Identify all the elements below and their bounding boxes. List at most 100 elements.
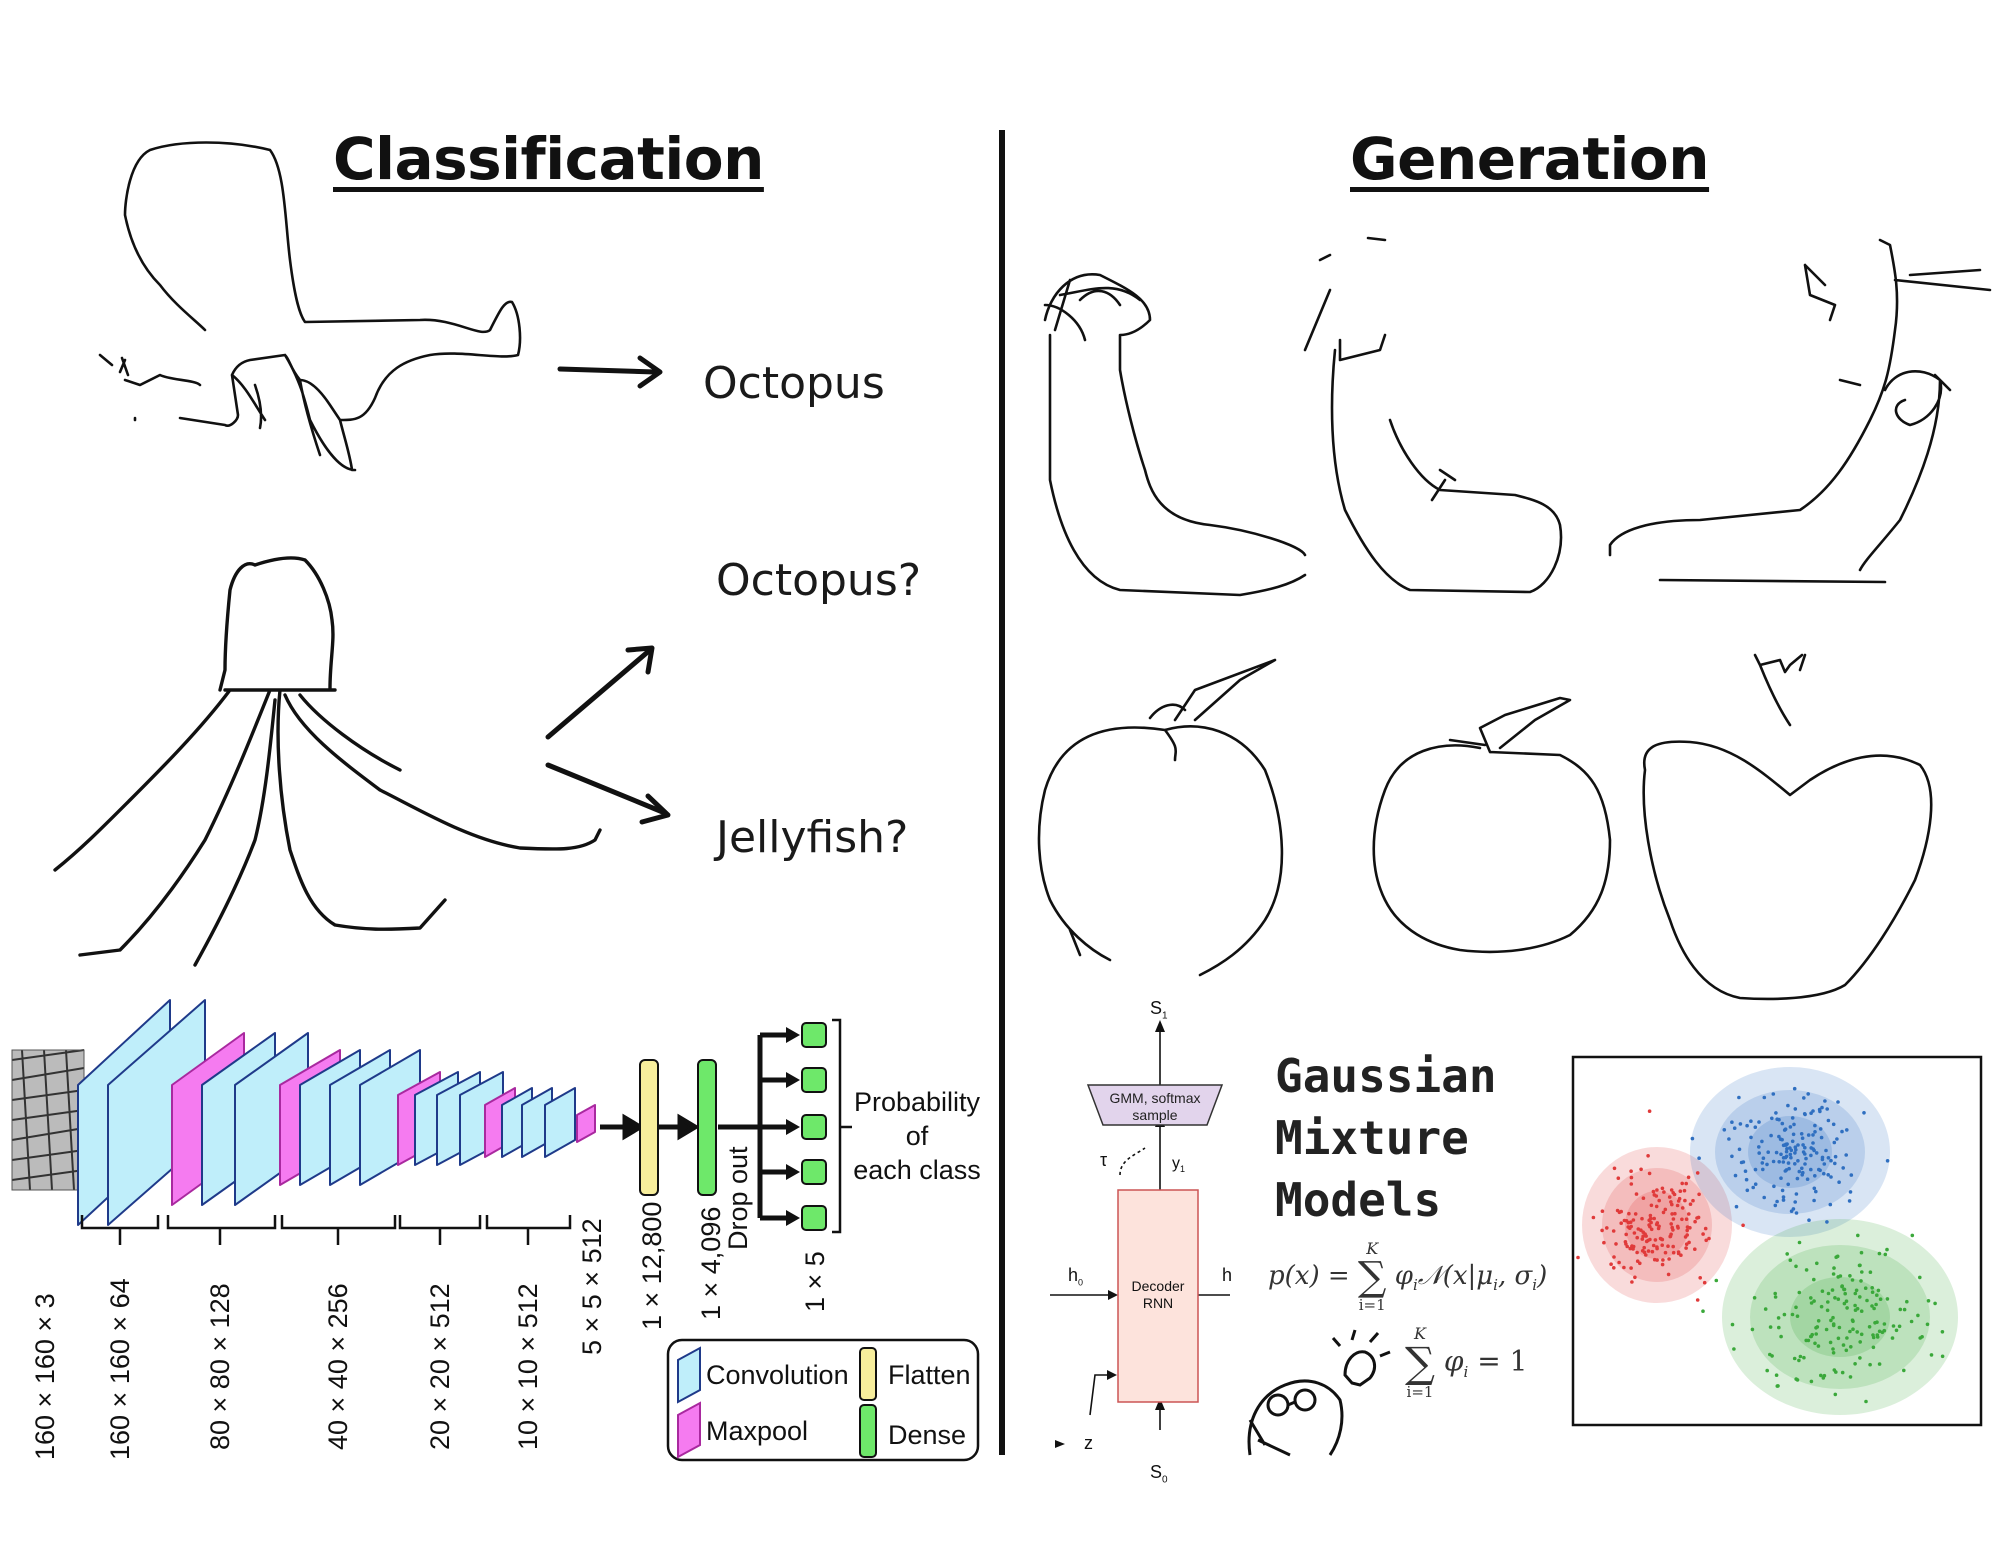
scatter-point-red <box>1612 1166 1617 1171</box>
scatter-point-green <box>1815 1261 1819 1266</box>
scatter-point-red <box>1695 1298 1700 1302</box>
scatter-point-green <box>1859 1332 1864 1337</box>
scatter-point-red <box>1660 1186 1665 1191</box>
scatter-point-blue <box>1820 1155 1825 1160</box>
scatter-point-red <box>1652 1193 1657 1197</box>
scatter-point-red <box>1661 1210 1666 1215</box>
decoder-rnn-box <box>1117 1189 1199 1403</box>
scatter-point-blue <box>1777 1134 1781 1139</box>
scatter-point-red <box>1652 1216 1656 1221</box>
scatter-point-blue <box>1791 1132 1796 1137</box>
scatter-point-red <box>1663 1207 1668 1212</box>
scatter-point-red <box>1684 1242 1689 1246</box>
scatter-point-red <box>1707 1236 1711 1241</box>
scatter-point-red <box>1649 1227 1654 1232</box>
scatter-point-blue <box>1809 1153 1813 1158</box>
scatter-point-blue <box>1809 1167 1813 1172</box>
scatter-point-blue <box>1822 1162 1827 1166</box>
legend-flatten-swatch <box>859 1347 877 1401</box>
scatter-point-red <box>1655 1245 1659 1249</box>
scatter-point-red <box>1741 1223 1745 1228</box>
scatter-point-red <box>1691 1198 1695 1203</box>
scatter-point-green <box>1868 1362 1872 1367</box>
scatter-point-blue <box>1757 1145 1761 1149</box>
scatter-point-green <box>1867 1325 1872 1329</box>
scatter-point-green <box>1782 1312 1787 1317</box>
scatter-point-blue <box>1847 1199 1852 1203</box>
scatter-point-blue <box>1777 1117 1781 1122</box>
scatter-point-blue <box>1762 1195 1766 1200</box>
scatter-point-green <box>1773 1291 1777 1296</box>
scatter-point-blue <box>1829 1175 1833 1179</box>
scatter-point-blue <box>1812 1148 1816 1153</box>
scatter-point-red <box>1638 1261 1642 1266</box>
scatter-point-red <box>1644 1234 1648 1238</box>
scatter-point-blue <box>1800 1173 1804 1177</box>
scatter-point-green <box>1844 1348 1849 1353</box>
scatter-point-green <box>1825 1308 1830 1313</box>
scatter-point-red <box>1622 1265 1626 1270</box>
scatter-point-red <box>1612 1266 1616 1270</box>
scatter-point-red <box>1671 1244 1675 1249</box>
scatter-point-red <box>1702 1280 1707 1285</box>
scatter-point-blue <box>1794 1148 1798 1152</box>
scatter-point-blue <box>1813 1174 1817 1178</box>
scatter-point-red <box>1619 1209 1623 1214</box>
scatter-point-blue <box>1775 1199 1779 1204</box>
scatter-point-green <box>1826 1300 1830 1304</box>
scatter-point-red <box>1661 1258 1665 1262</box>
scatter-point-green <box>1837 1325 1842 1330</box>
scatter-point-blue <box>1825 1107 1829 1111</box>
scatter-point-green <box>1926 1299 1931 1303</box>
scatter-point-green <box>1804 1268 1809 1272</box>
scatter-point-blue <box>1783 1155 1788 1160</box>
scatter-point-green <box>1794 1264 1798 1269</box>
scatter-point-blue <box>1825 1220 1829 1224</box>
scatter-point-green <box>1858 1295 1862 1299</box>
scatter-point-green <box>1828 1340 1833 1345</box>
scatter-point-blue <box>1794 1192 1799 1196</box>
scatter-point-blue <box>1697 1156 1701 1160</box>
scatter-point-blue <box>1824 1148 1828 1153</box>
scatter-point-red <box>1624 1242 1628 1246</box>
scatter-point-green <box>1875 1333 1880 1337</box>
generation-heading: Generation <box>1350 125 1710 193</box>
scatter-point-green <box>1855 1306 1860 1311</box>
cnn-legend-box <box>666 1338 980 1462</box>
scatter-point-red <box>1649 1203 1654 1208</box>
scatter-point-green <box>1859 1250 1864 1255</box>
scatter-point-red <box>1680 1217 1684 1222</box>
scatter-point-blue <box>1734 1204 1739 1209</box>
scatter-point-green <box>1916 1313 1920 1318</box>
scatter-point-red <box>1647 1109 1652 1113</box>
scatter-point-red <box>1683 1198 1687 1203</box>
scatter-point-red <box>1648 1213 1653 1218</box>
scatter-point-blue <box>1753 1125 1758 1129</box>
scatter-point-green <box>1831 1322 1836 1326</box>
scatter-point-green <box>1891 1324 1896 1328</box>
conv-layer <box>544 1087 576 1158</box>
scatter-point-green <box>1822 1373 1827 1378</box>
output-node <box>801 1159 827 1185</box>
scatter-point-blue <box>1832 1140 1837 1145</box>
tau-label: τ <box>1100 1150 1108 1170</box>
scatter-point-green <box>1874 1302 1878 1307</box>
scatter-point-green <box>1794 1305 1798 1310</box>
scatter-point-blue <box>1802 1096 1806 1100</box>
scatter-point-green <box>1863 1286 1868 1290</box>
scatter-point-green <box>1797 1290 1802 1295</box>
scatter-point-green <box>1809 1296 1813 1300</box>
scatter-point-green <box>1858 1356 1862 1360</box>
scatter-point-blue <box>1789 1209 1794 1213</box>
scatter-point-green <box>1885 1247 1889 1252</box>
generated-socks <box>1043 236 1992 597</box>
rnn-input-label: S0 <box>1150 1462 1168 1486</box>
scatter-point-blue <box>1796 1143 1800 1147</box>
scatter-point-red <box>1701 1232 1705 1236</box>
scatter-point-blue <box>1833 1161 1837 1166</box>
prediction-jellyfish-question: Jellyfish? <box>716 812 909 863</box>
scatter-point-green <box>1864 1399 1868 1404</box>
output-node <box>801 1114 827 1140</box>
